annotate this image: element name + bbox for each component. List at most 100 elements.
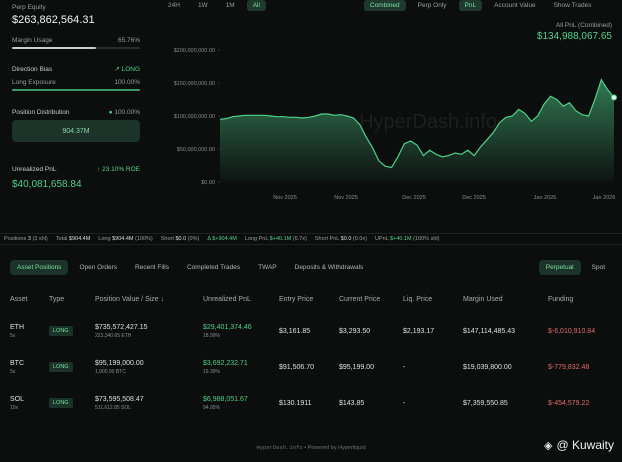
direction-bias-label: Direction Bias xyxy=(12,65,53,73)
col-position-value[interactable]: Position Value / Size ↓ xyxy=(95,296,165,303)
y-tick-label: $100,000,000.00 xyxy=(174,114,215,120)
tab-perp-only[interactable]: Perp Only xyxy=(417,2,447,9)
col-liq-price[interactable]: Liq. Price xyxy=(403,296,433,303)
x-tick-label: Nov 2025 xyxy=(273,195,297,201)
table-row[interactable]: SOL 10x LONG $73,595,508.47 511,612.85 SOL… xyxy=(10,385,612,421)
table-header-row: Asset Type Position Value / Size ↓ Unrea… xyxy=(10,296,612,313)
y-tick-label: $50,000,000.00 xyxy=(177,147,215,153)
tab-combined[interactable]: Combined xyxy=(364,0,406,11)
tab-deposits-withdrawals[interactable]: Deposits & Withdrawals xyxy=(294,264,364,271)
footer-separator: • xyxy=(304,445,307,451)
chart-watermark: HyperDash.info xyxy=(359,111,497,133)
show-trades-button[interactable]: Show Trades xyxy=(553,2,592,9)
position-distribution-value: 904.37M xyxy=(62,127,90,135)
long-exposure-fill xyxy=(12,89,140,91)
table-row[interactable]: ETH 5x LONG $735,572,427.15 223,340.65 ETH… xyxy=(10,313,612,349)
tab-pnl[interactable]: PnL xyxy=(458,0,483,11)
pnl-header-value: $134,988,067.65 xyxy=(536,31,612,42)
pnl-header-label: All PnL (Combined) xyxy=(555,22,612,29)
tab-completed-trades[interactable]: Completed Trades xyxy=(186,264,241,271)
long-exposure-bar xyxy=(12,89,140,91)
type-cell: LONG xyxy=(49,349,95,385)
x-tick-label: Dec 2025 xyxy=(462,195,486,201)
positions-table: Asset Type Position Value / Size ↓ Unrea… xyxy=(10,296,612,421)
tab-open-orders[interactable]: Open Orders xyxy=(79,264,118,271)
summary-short: Short $0.0 (0%) xyxy=(160,236,200,242)
margin-usage-value: 65.76% xyxy=(117,37,140,44)
dot-icon: ● xyxy=(108,109,113,116)
corner-mark-text: @ Kuwaity xyxy=(556,438,614,452)
long-badge: LONG xyxy=(49,326,73,336)
current-cell: $3,293.50 xyxy=(339,327,371,335)
summary-long-pnl: Long PnL $+40.1M (6.7x) xyxy=(244,236,307,242)
position-distribution-label: Position Distribution xyxy=(12,109,70,116)
pnl-cell: $6,988,051.67 94.95% xyxy=(203,395,248,411)
type-cell: LONG xyxy=(49,313,95,349)
funding-cell: $-454,579.22 xyxy=(548,399,590,407)
current-cell: $95,199.00 xyxy=(339,363,375,371)
sort-arrow-down-icon: ↓ xyxy=(160,296,165,303)
col-asset[interactable]: Asset xyxy=(10,296,28,303)
y-tick-label: $0.00 xyxy=(201,180,215,186)
arrow-up-icon: ↑ xyxy=(97,166,101,173)
funding-cell: $-6,010,910.84 xyxy=(548,327,596,335)
table-row[interactable]: BTC 5x LONG $95,199,000.00 1,000.00 BTC $3… xyxy=(10,349,612,385)
long-badge: LONG xyxy=(49,362,73,372)
tab-asset-positions[interactable]: Asset Positions xyxy=(10,260,69,275)
summary-upnl: UPnL $+40.1M (100% shl) xyxy=(374,236,440,242)
tab-twap[interactable]: TWAP xyxy=(258,264,277,271)
col-current-price[interactable]: Current Price xyxy=(339,296,381,303)
x-tick-label: Nov 2025 xyxy=(334,195,358,201)
pnl-chart-panel: 24H 1W 1M All Combined Perp Only PnL Acc… xyxy=(158,0,622,228)
corner-mark: ◈ @ Kuwaity xyxy=(544,438,614,452)
tab-account-value[interactable]: Account Value xyxy=(494,2,536,9)
margin-usage-fill xyxy=(12,47,97,49)
col-type[interactable]: Type xyxy=(49,296,65,303)
pnl-area xyxy=(220,79,614,182)
margin-usage-label: Margin Usage xyxy=(12,37,53,44)
position-distribution-box[interactable]: 904.37M xyxy=(12,120,140,142)
funding-cell: $-779,832.48 xyxy=(548,363,590,371)
tab-all[interactable]: All xyxy=(246,0,266,11)
col-entry-price[interactable]: Entry Price xyxy=(279,296,314,303)
margin-cell: $19,039,800.00 xyxy=(463,363,512,371)
tab-perpetual[interactable]: Perpetual xyxy=(538,260,581,275)
col-unrealized-pnl[interactable]: Unrealized PnL xyxy=(203,296,251,303)
summary-total: Total $904.4M xyxy=(55,236,91,242)
account-summary-panel: Perp Equity $263,862,564.31 Margin Usage… xyxy=(0,0,152,228)
entry-cell: $3,161.85 xyxy=(279,327,311,335)
x-axis: Nov 2025 Nov 2025 Dec 2025 Dec 2025 Jan 2026… xyxy=(273,195,615,201)
pnl-line xyxy=(219,78,615,169)
col-funding[interactable]: Funding xyxy=(548,296,574,303)
value-cell: $95,199,000.00 1,000.00 BTC xyxy=(95,359,144,375)
footer-site-link[interactable]: HyperDash.info xyxy=(256,444,303,451)
tab-24h[interactable]: 24H xyxy=(168,2,180,9)
entry-cell: $91,506.70 xyxy=(279,363,315,371)
summary-positions: Positions 3 (3 shl) xyxy=(4,236,48,242)
pnl-last-point xyxy=(611,94,617,101)
pnl-cell: $29,401,374.46 18.99% xyxy=(203,323,252,339)
market-type-tabs: Perpetual Spot xyxy=(538,260,612,275)
tab-1w[interactable]: 1W xyxy=(197,2,208,9)
tab-1m[interactable]: 1M xyxy=(225,2,235,9)
x-tick-label: Jan 2026 xyxy=(534,195,557,201)
trend-up-icon: ↗ xyxy=(114,66,120,73)
value-cell: $735,572,427.15 223,340.65 ETH xyxy=(95,323,148,339)
footer-powered-by[interactable]: Powered by Hyperliquid xyxy=(307,445,366,451)
unrealized-pnl-label: Unrealized PnL xyxy=(12,166,57,173)
pnl-header: All PnL (Combined) $134,988,067.65 xyxy=(537,22,612,42)
entry-cell: $130.1911 xyxy=(279,399,312,407)
long-exposure-label: Long Exposure xyxy=(12,79,56,86)
current-cell: $143.85 xyxy=(339,399,365,407)
liq-cell: - xyxy=(403,363,406,371)
direction-bias-value: ↗ LONG xyxy=(114,66,140,73)
positions-tabs: Asset Positions Open Orders Recent Fills… xyxy=(10,260,370,275)
tab-spot[interactable]: Spot xyxy=(591,264,605,271)
summary-short-pnl: Short PnL $0.0 (0.0x) xyxy=(314,236,367,242)
summary-long: Long $904.4M (100%) xyxy=(98,236,153,242)
col-margin-used[interactable]: Margin Used xyxy=(463,296,503,303)
positions-summary-bar: Positions 3 (3 shl) Total $904.4M Long $… xyxy=(0,233,622,245)
x-tick-label: Jan 2026 xyxy=(593,195,616,201)
tab-recent-fills[interactable]: Recent Fills xyxy=(135,264,169,271)
long-exposure-value: 100.00% xyxy=(114,79,140,86)
